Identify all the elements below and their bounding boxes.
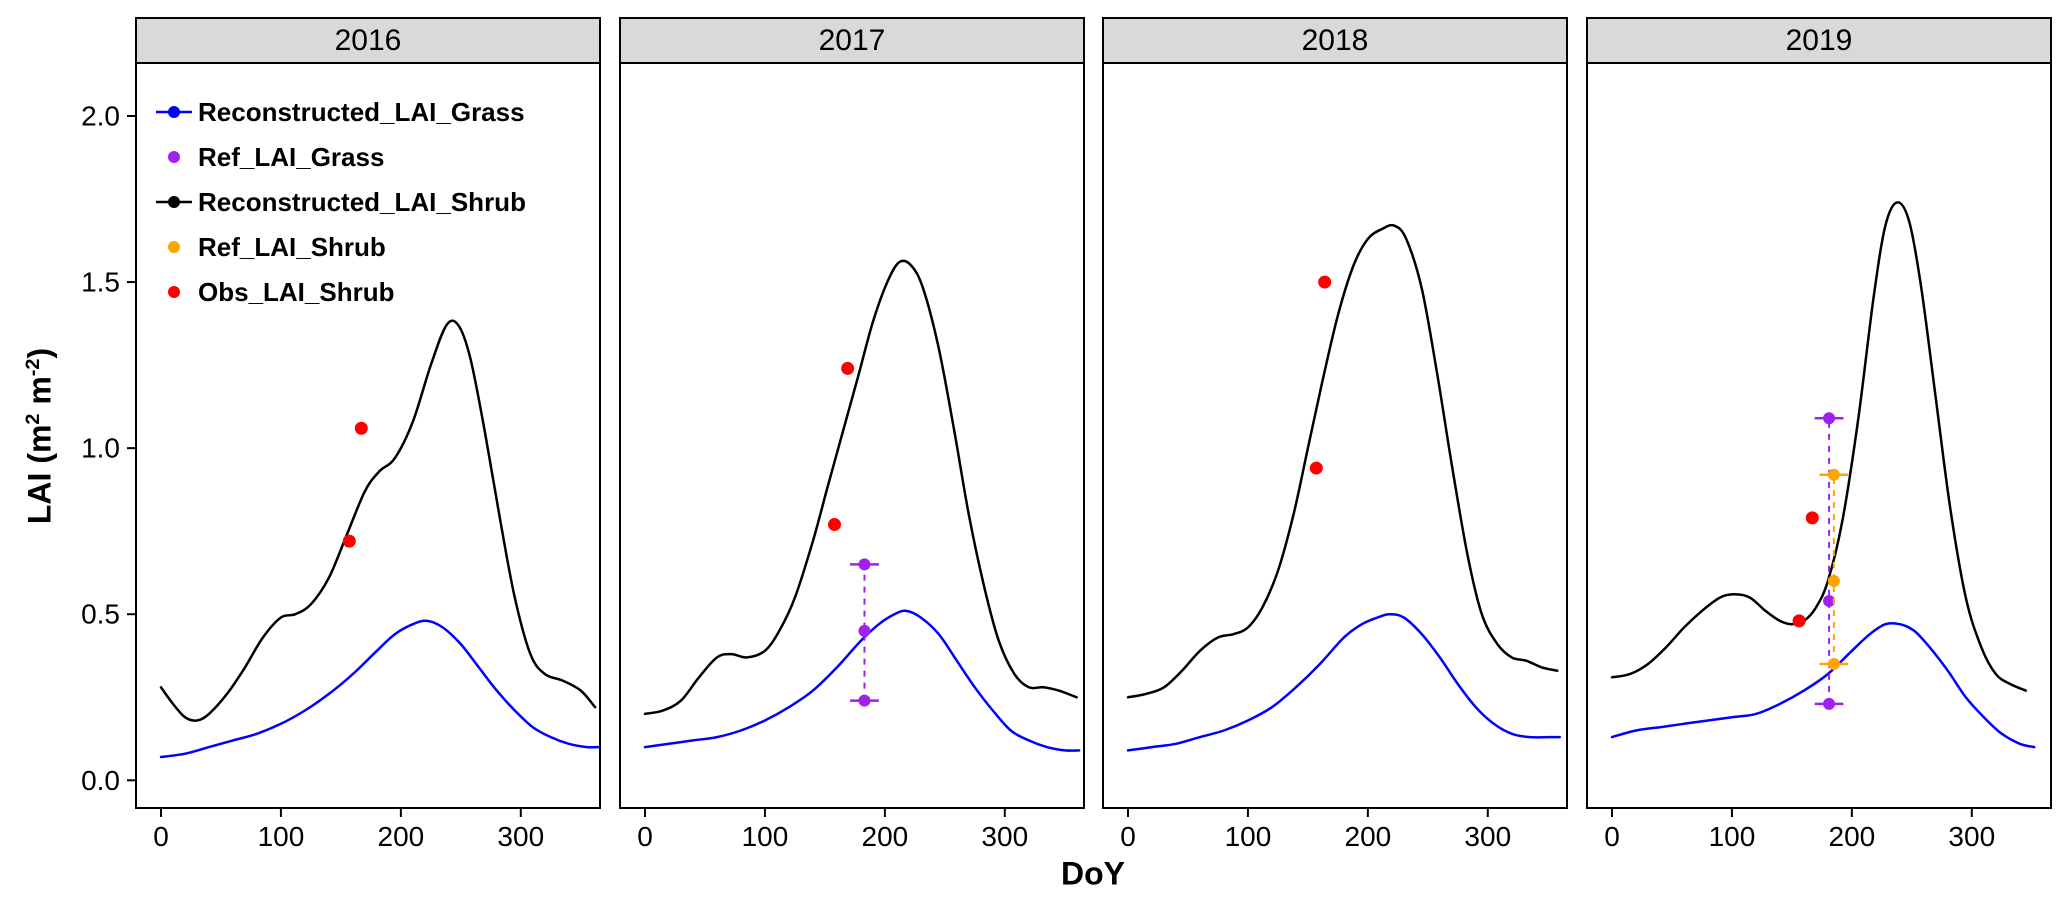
ref-lai-grass-point [1823,412,1836,425]
x-tick-label: 200 [1829,821,1876,852]
x-tick-label: 0 [1604,821,1620,852]
y-tick-label: 0.0 [81,765,120,796]
reconstructed-lai-shrub-line [1610,201,2028,692]
x-tick-label: 200 [378,821,425,852]
y-axis-title-text: m [21,376,58,414]
y-tick-label: 0.5 [81,599,120,630]
obs-lai-shrub-point [1318,275,1332,289]
x-tick-label: 0 [153,821,169,852]
reconstructed-lai-grass-line [1126,612,1561,752]
ref-lai-shrub-point [1827,658,1840,671]
obs-lai-shrub-point [1792,614,1806,628]
legend-label: Ref_LAI_Shrub [198,232,386,262]
x-tick-label: 300 [1464,821,1511,852]
facet-strip [135,17,601,64]
ref-lai-shrub-point [1827,468,1840,481]
legend-label: Reconstructed_LAI_Shrub [198,187,526,217]
legend-label: Reconstructed_LAI_Grass [198,97,525,127]
reconstructed-lai-shrub-line [159,319,597,722]
legend-marker-dot [168,241,180,253]
panel-background [1103,63,1567,808]
legend: Reconstructed_LAI_Grass Ref_LAI_Grass Reco… [156,97,526,307]
panel-background [1587,63,2051,808]
y-tick-label: 2.0 [81,101,120,132]
facet-strip-label: 2018 [1302,24,1369,57]
obs-lai-shrub-point [342,534,356,548]
x-tick-label: 100 [258,821,305,852]
panel-background [136,63,600,808]
panel-border [135,62,601,809]
ref-lai-grass-point [858,694,871,707]
reconstructed-lai-shrub-line [1126,223,1559,699]
x-tick-label: 300 [1948,821,1995,852]
x-tick-label: 200 [862,821,909,852]
legend-marker-dot [168,151,180,163]
panel-background [620,63,1084,808]
obs-lai-shrub-point [841,361,855,375]
ref-lai-grass-point [858,558,871,571]
panel-2019: 2019 0 100 200 300 [1586,17,2052,852]
legend-marker-dot [168,196,180,208]
x-tick-label: 300 [497,821,544,852]
facet-strip-label: 2017 [819,24,886,57]
reconstructed-lai-grass-line [1610,621,2036,749]
x-axis-title: DoY [1061,855,1125,892]
legend-marker-dot [168,286,180,298]
panel-border [1102,62,1568,809]
x-tick-label: 0 [637,821,653,852]
x-tick-label: 100 [742,821,789,852]
panel-border [619,62,1085,809]
x-tick-label: 0 [1120,821,1136,852]
x-tick-label: 200 [1345,821,1392,852]
obs-lai-shrub-point [827,518,841,532]
facet-strip [1102,17,1568,64]
panel-2016: 2016 0 100 200 300 [135,17,601,852]
facet-strip-label: 2016 [335,24,402,57]
y-tick-label: 1.0 [81,433,120,464]
obs-lai-shrub-point [1805,511,1819,525]
x-tick-label: 300 [981,821,1028,852]
panel-border [1586,62,2052,809]
reconstructed-lai-grass-line [159,619,600,759]
facet-strip [619,17,1085,64]
y-axis-title: LAI (m2 m-2) [22,348,59,524]
x-tick-label: 100 [1709,821,1756,852]
panel-2018: 2018 0 100 200 300 [1102,17,1568,852]
panel-2017: 2017 0 100 200 300 [619,17,1085,852]
y-axis-title-sup: 2 [21,413,44,425]
y-tick-label: 1.5 [81,267,120,298]
reconstructed-lai-shrub-line [643,259,1078,716]
obs-lai-shrub-point [354,421,368,435]
legend-label: Obs_LAI_Shrub [198,277,394,307]
legend-marker-dot [168,106,180,118]
reconstructed-lai-grass-line [643,609,1081,752]
obs-lai-shrub-point [1309,461,1323,475]
y-axis-title-text: LAI (m [21,424,58,525]
y-axis-title-sup: -2 [21,358,44,377]
y-axis-title-text: ) [21,347,58,359]
ref-lai-grass-point [1823,697,1836,710]
legend-label: Ref_LAI_Grass [198,142,384,172]
ref-lai-shrub-point [1827,575,1840,588]
facet-strip-label: 2019 [1786,24,1853,57]
ref-lai-grass-point [1823,594,1836,607]
ref-lai-grass-point [858,624,871,637]
x-tick-label: 100 [1225,821,1272,852]
